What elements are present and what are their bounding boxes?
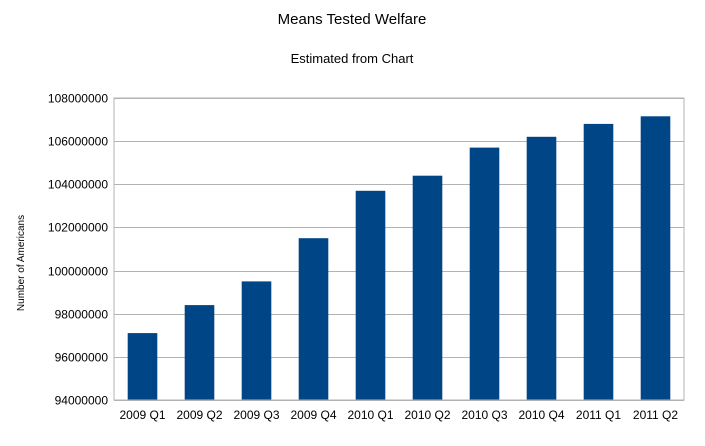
- x-tick-label: 2010 Q1: [347, 408, 393, 422]
- y-tick-label: 100000000: [48, 265, 108, 279]
- y-axis-label: Number of Americans: [16, 215, 27, 311]
- x-tick-label: 2010 Q3: [461, 408, 507, 422]
- x-tick-label: 2011 Q2: [633, 408, 678, 422]
- y-tick-label: 96000000: [55, 351, 109, 365]
- bar: [298, 238, 329, 400]
- bar: [526, 136, 557, 401]
- bar: [241, 281, 272, 400]
- bar: [583, 123, 614, 401]
- y-tick-label: 106000000: [48, 135, 108, 149]
- plot-area-border: [113, 97, 685, 401]
- bar: [355, 190, 386, 400]
- bar: [127, 333, 158, 400]
- y-tick-label: 104000000: [48, 178, 108, 192]
- y-tick-label: 108000000: [48, 92, 108, 106]
- x-tick-label: 2009 Q1: [119, 408, 165, 422]
- x-tick-label: 2009 Q2: [176, 408, 222, 422]
- x-tick-label: 2010 Q2: [404, 408, 450, 422]
- x-tick-label: 2011 Q1: [576, 408, 621, 422]
- y-tick-label: 98000000: [55, 308, 109, 322]
- y-tick-label: 102000000: [48, 221, 108, 235]
- bar: [412, 175, 443, 400]
- y-tick-label: 94000000: [55, 394, 109, 408]
- y-axis-ticks: 94000000 96000000 98000000 100000000 1020000…: [48, 92, 108, 408]
- chart-subtitle: Estimated from Chart: [291, 51, 414, 66]
- bar: [184, 305, 215, 400]
- chart-title: Means Tested Welfare: [278, 11, 427, 28]
- x-axis-ticks: 2009 Q1 2009 Q2 2009 Q3 2009 Q4 2010 Q1 2010 …: [119, 408, 678, 422]
- bars: [127, 116, 671, 401]
- x-tick-label: 2009 Q4: [290, 408, 336, 422]
- x-tick-label: 2009 Q3: [233, 408, 279, 422]
- bar: [640, 116, 671, 401]
- x-tick-label: 2010 Q4: [518, 408, 564, 422]
- bar: [469, 147, 500, 400]
